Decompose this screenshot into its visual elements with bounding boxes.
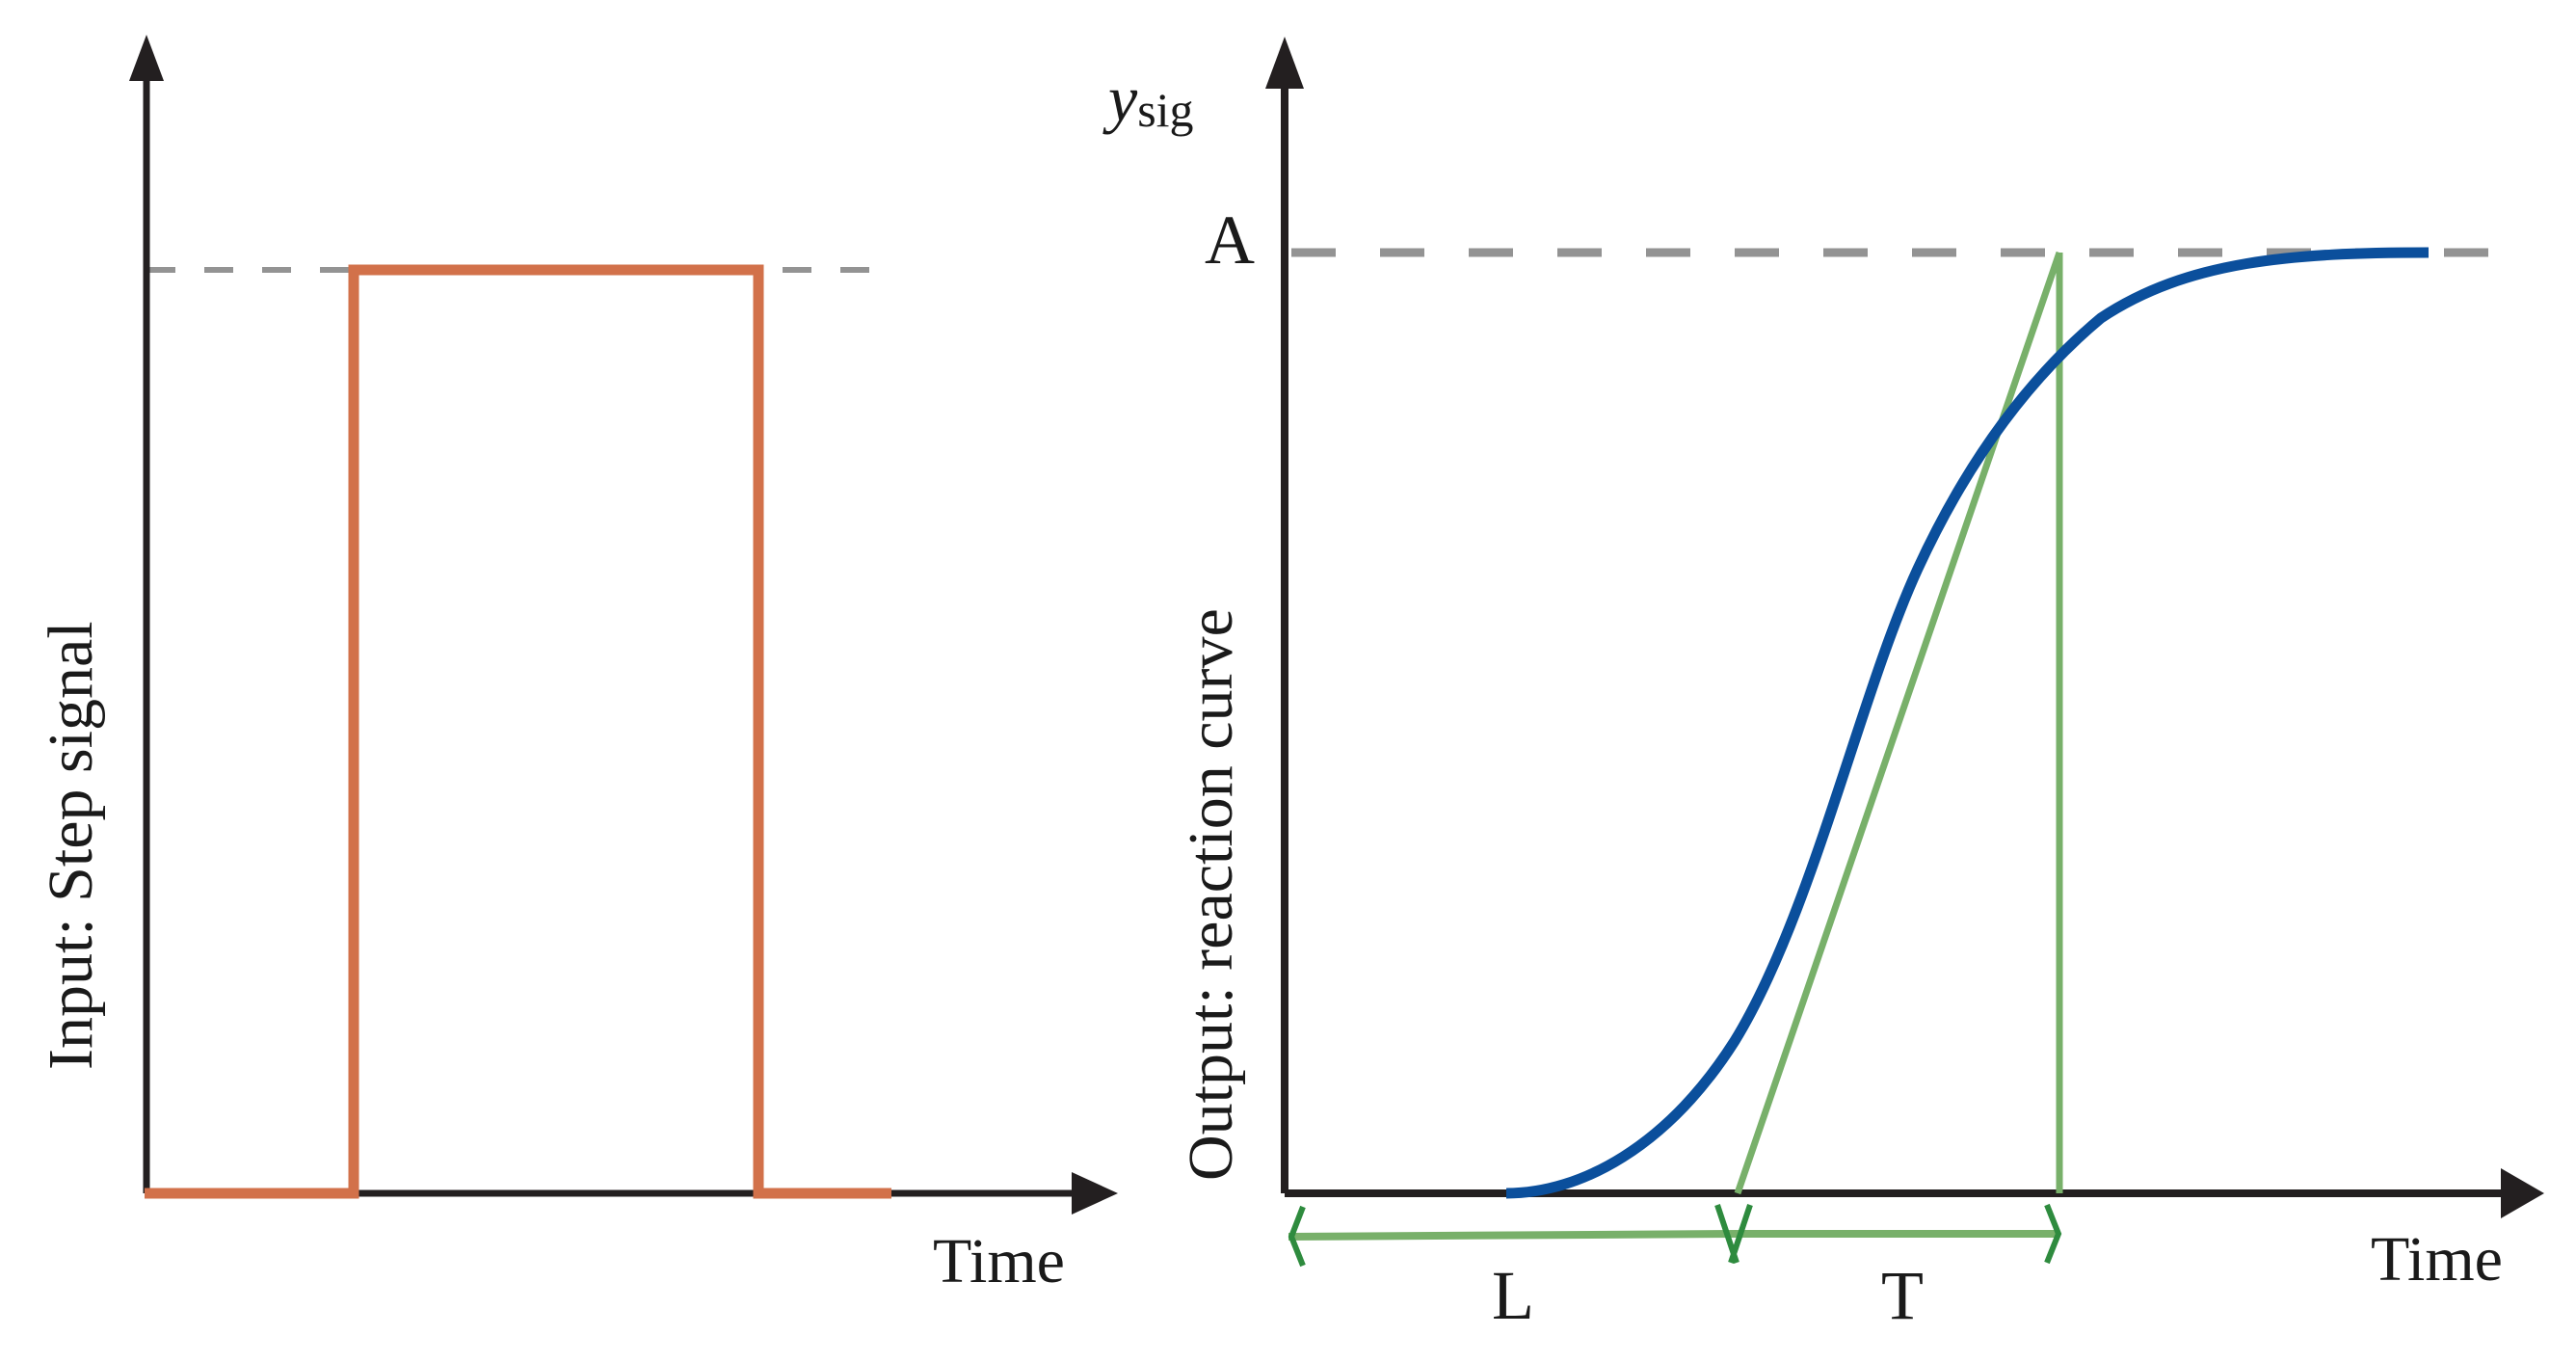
- left-y-axis-arrow-icon: [129, 35, 164, 81]
- left-x-axis-arrow-icon: [1072, 1172, 1118, 1215]
- dimension-T-label: T: [1881, 1257, 1924, 1334]
- dimension-L-label: L: [1492, 1257, 1534, 1334]
- left-y-axis-label: Input: Step signal: [36, 621, 106, 1070]
- dimension-L-left-arrow-icon: [1288, 1205, 1306, 1268]
- right-x-axis-label: Time: [2371, 1224, 2503, 1295]
- y-symbol: y: [1102, 62, 1138, 135]
- dimension-T-right-arrow-icon: [2044, 1203, 2062, 1265]
- right-panel: Output: reaction curve Time ysig A L T: [1102, 37, 2544, 1334]
- dimension-cross-marker-icon: [1714, 1204, 1753, 1264]
- right-y-axis-arrow-icon: [1265, 37, 1304, 89]
- right-y-axis-label: Output: reaction curve: [1176, 608, 1246, 1181]
- tangent-line: [1734, 251, 2063, 1195]
- left-x-axis-label: Time: [933, 1226, 1065, 1296]
- level-A-label: A: [1205, 201, 1255, 279]
- reaction-curve: [1505, 247, 2430, 1199]
- dimension-T: [1738, 1203, 2062, 1265]
- dimension-L: [1288, 1205, 1739, 1268]
- left-panel: Input: Step signal Time: [36, 35, 1118, 1296]
- y-sig-label: ysig: [1102, 62, 1194, 137]
- step-signal-line: [145, 264, 891, 1199]
- y-subscript: sig: [1137, 83, 1193, 137]
- right-x-axis-arrow-icon: [2501, 1168, 2544, 1218]
